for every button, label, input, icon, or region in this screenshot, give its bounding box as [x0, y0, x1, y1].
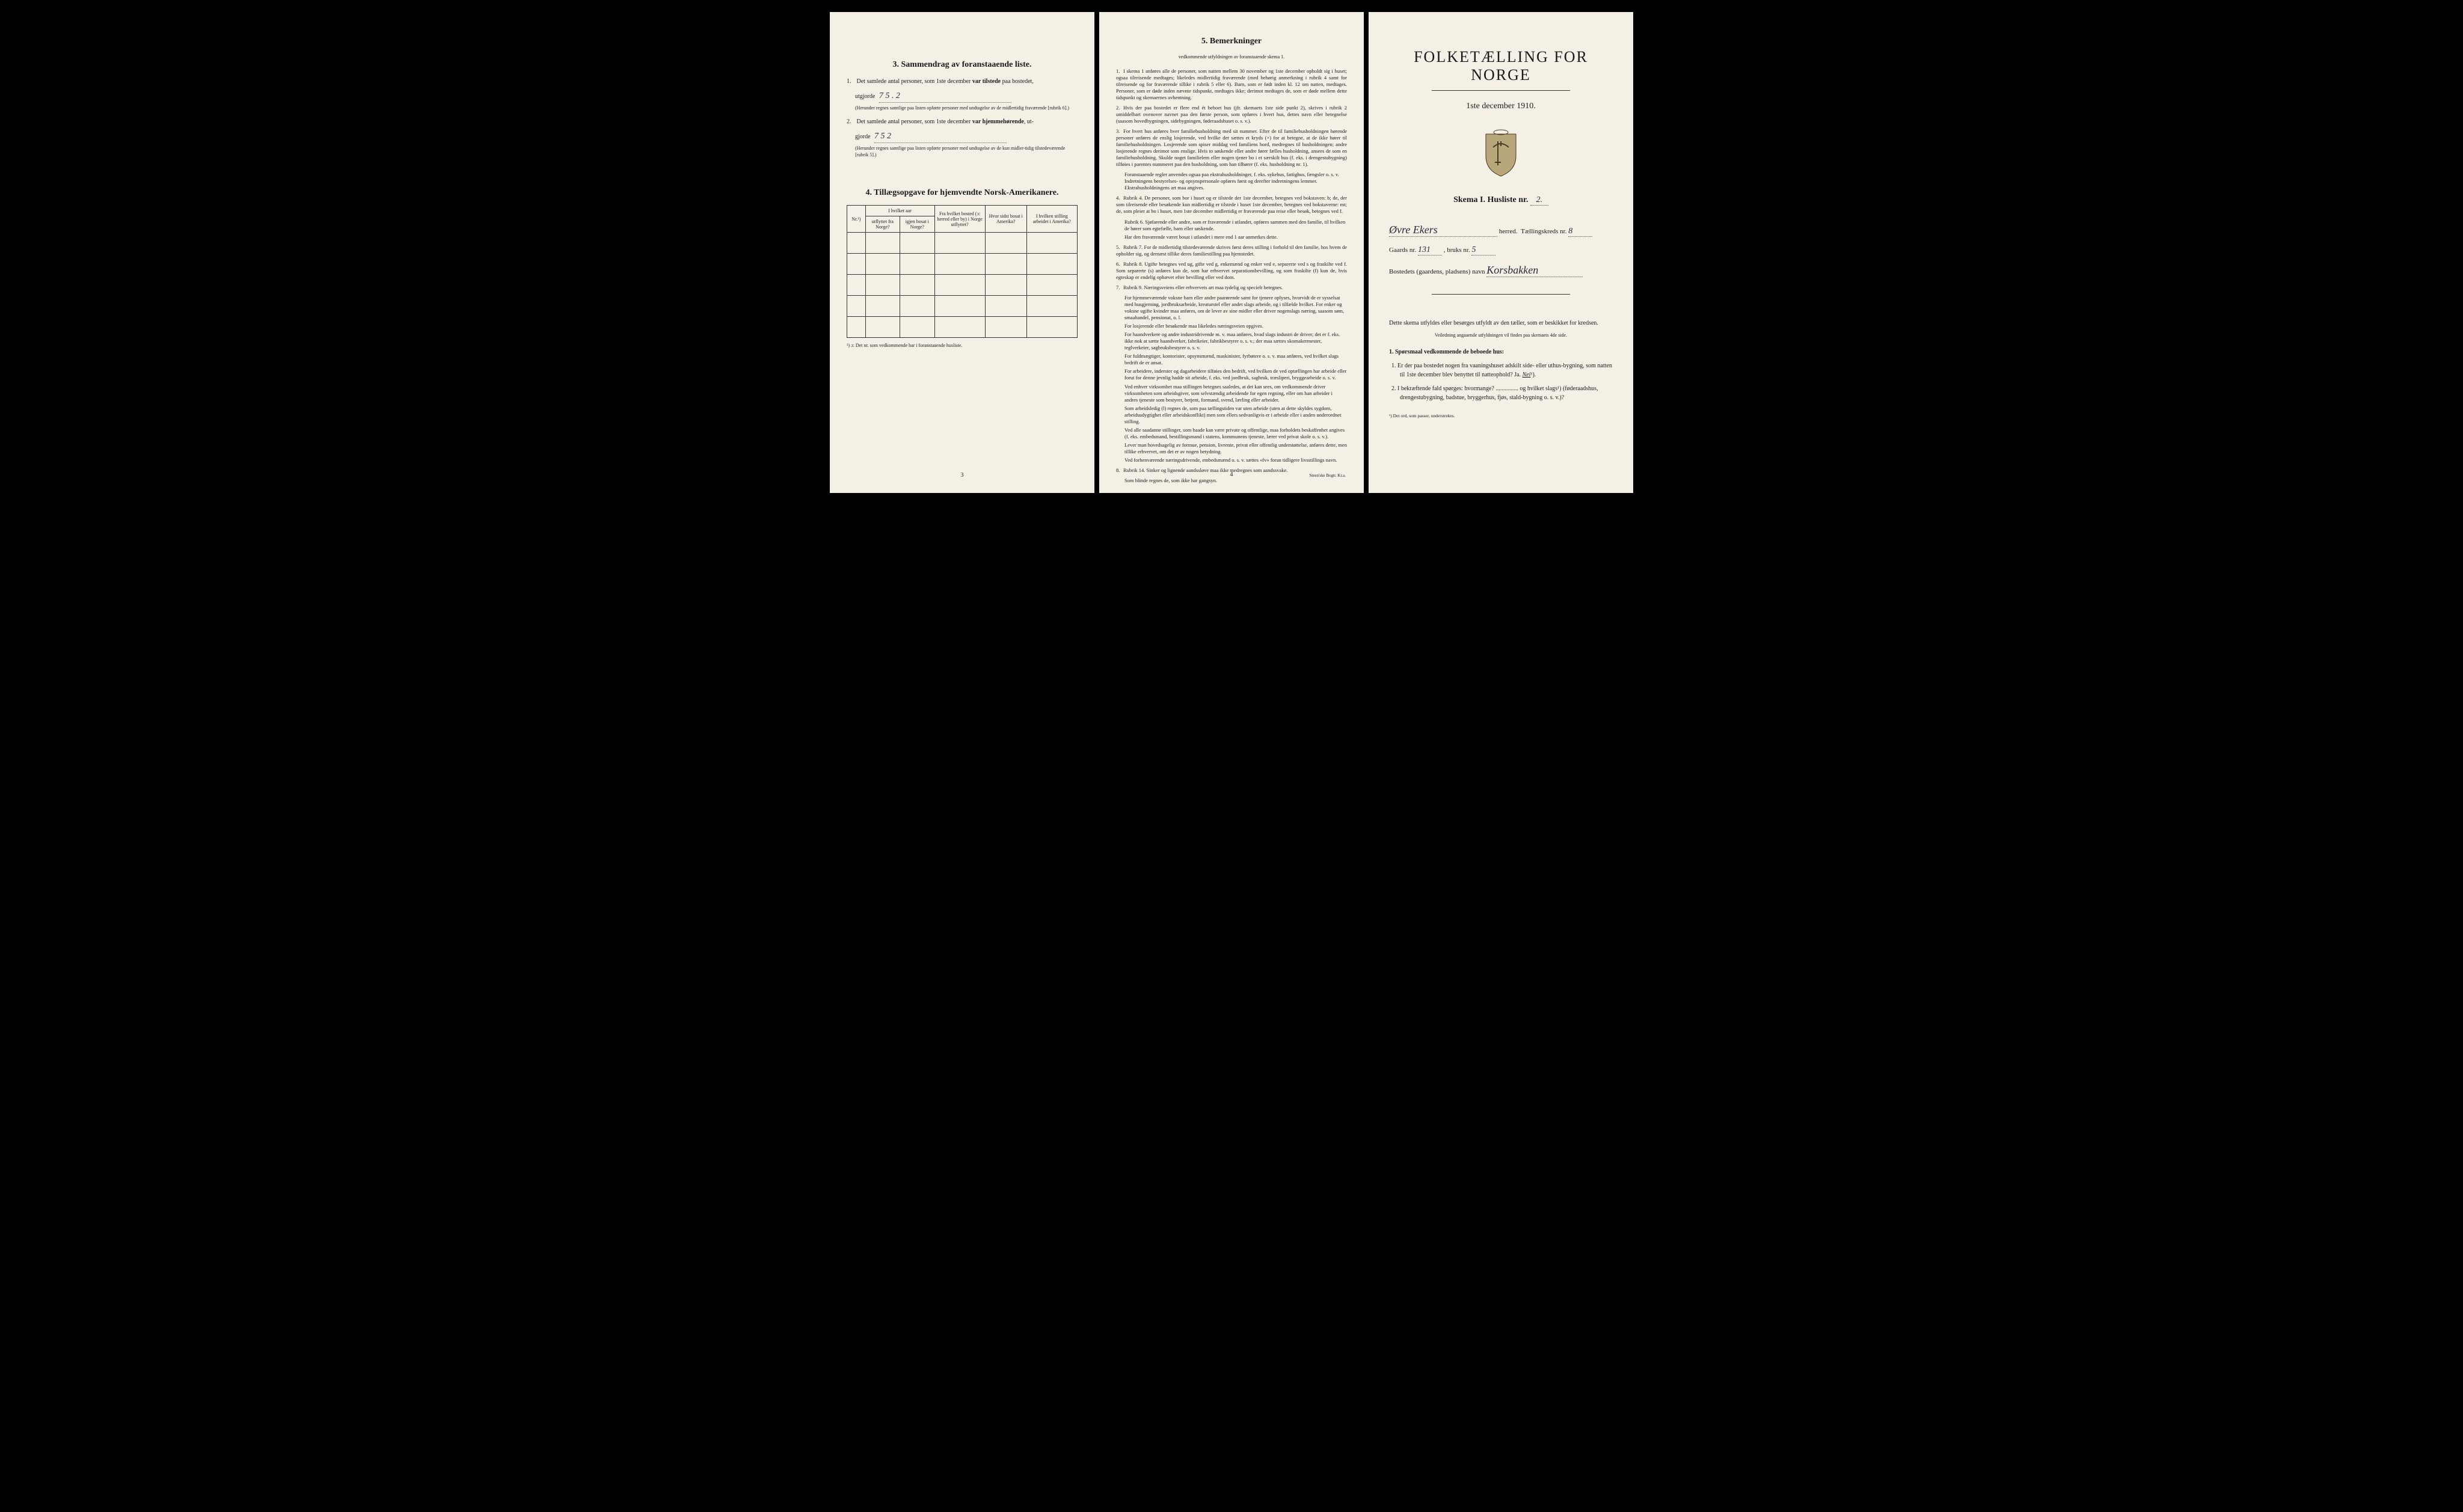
remark-para: Rubrik 6. Sjøfarende eller andre, som er… [1124, 219, 1347, 232]
herred-value: Øvre Ekers [1389, 224, 1438, 236]
subtitle: 1ste december 1910. [1385, 102, 1616, 111]
page-3-sammendrag: 3. Sammendrag av foranstaaende liste. 1.… [830, 12, 1094, 493]
gaards-label: Gaards nr. [1389, 246, 1416, 254]
item1-bold: var tilstede [972, 78, 1001, 85]
q-heading: 1. Spørsmaal vedkommende de beboede hus: [1389, 349, 1613, 355]
remark-para: Har den fraværende været bosat i utlande… [1124, 234, 1347, 240]
page-number: 3 [961, 472, 964, 479]
remark-para: For losjerende eller besøkende maa likel… [1124, 323, 1347, 329]
remark-item: 5.Rubrik 7. For de midlertidig tilstedev… [1116, 244, 1347, 257]
bosted-line: Bostedets (gaardens, pladsens) navn Kors… [1385, 264, 1616, 277]
item2-text-post: , ut- [1024, 118, 1034, 125]
table-row [847, 275, 1078, 296]
taellingskreds-nr: 8 [1568, 227, 1592, 237]
remark-item: 2.Hvis der paa bostedet er flere end ét … [1116, 105, 1347, 124]
item1-text-pre: Det samlede antal personer, som 1ste dec… [857, 78, 972, 85]
item-num: 1. [847, 77, 855, 86]
item2-text-pre: Det samlede antal personer, som 1ste dec… [857, 118, 972, 125]
table-row [847, 296, 1078, 317]
mid-divider [1432, 294, 1570, 295]
bruks-label: , bruks nr. [1444, 246, 1470, 254]
q1: 1. Er der paa bostedet nogen fra vaaning… [1400, 361, 1613, 379]
instruction-block: Dette skema utfyldes eller besørges utfy… [1385, 319, 1616, 402]
page-number: 4 [1230, 471, 1233, 479]
remark-item: 3.For hvert hus anføres hver familiehush… [1116, 128, 1347, 168]
remark-item: 1.I skema 1 anføres alle de personer, so… [1116, 68, 1347, 101]
taellingskreds-label: Tællingskreds nr. [1521, 228, 1566, 235]
remark-para: For arbeidere, inderster og dagarbeidere… [1124, 368, 1347, 381]
gaards-line: Gaards nr. 131 , bruks nr. 5 [1385, 245, 1616, 256]
page-1-title: FOLKETÆLLING FOR NORGE 1ste december 191… [1369, 12, 1633, 493]
remark-para: For haandverkere og andre industridriven… [1124, 331, 1347, 351]
col-igjen: igjen bosat i Norge? [900, 216, 934, 233]
remark-para: Som arbeidsledig (l) regnes de, som paa … [1124, 405, 1347, 425]
bosted-label: Bostedets (gaardens, pladsens) navn [1389, 268, 1485, 275]
col-utflyttet: utflyttet fra Norge? [865, 216, 900, 233]
bosted-value: Korsbakken [1486, 264, 1538, 276]
item-1: 1. Det samlede antal personer, som 1ste … [847, 77, 1078, 111]
bruks-nr: 5 [1471, 245, 1495, 256]
utgjorde-label: utgjorde [855, 93, 875, 100]
remark-para: For hjemmeværende voksne barn eller andr… [1124, 295, 1347, 321]
item-num: 2. [847, 117, 855, 126]
table-row [847, 317, 1078, 338]
item2-bold: var hjemmehørende [972, 118, 1024, 125]
herred-label: herred. [1499, 228, 1518, 235]
remarks-container: 1.I skema 1 anføres alle de personer, so… [1116, 68, 1347, 485]
col-fra-bosted: Fra hvilket bosted (ɔ: herred eller by) … [934, 206, 985, 233]
title-divider [1432, 90, 1570, 91]
section3-heading: 3. Sammendrag av foranstaaende liste. [847, 60, 1078, 70]
col-nr: Nr.¹) [847, 206, 866, 233]
skema-label: Skema I. Husliste nr. [1453, 195, 1528, 204]
tillaeg-table: Nr.¹) I hvilket aar Fra hvilket bosted (… [847, 205, 1078, 338]
table-row [847, 254, 1078, 275]
instruction-small: Veiledning angaaende utfyldningen vil fi… [1389, 332, 1613, 338]
item1-value: 7 5 . 2 [879, 91, 900, 100]
instruction-lead: Dette skema utfyldes eller besørges utfy… [1389, 319, 1613, 328]
husliste-nr: 2. [1530, 195, 1548, 206]
q1-text: 1. Er der paa bostedet nogen fra vaaning… [1391, 363, 1612, 378]
skema-line: Skema I. Husliste nr. 2. [1385, 195, 1616, 206]
col-hvilket-aar: I hvilket aar [865, 206, 934, 216]
remark-para: Ved alle saadanne stillinger, som baade … [1124, 427, 1347, 440]
tillaeg-tbody [847, 233, 1078, 338]
col-stilling: I hvilken stilling arbeidet i Amerika? [1026, 206, 1077, 233]
item1-text-post: paa bostedet, [1001, 78, 1034, 85]
remark-para: Lever man hovedsagelig av formue, pensio… [1124, 442, 1347, 455]
page-4-bemerkninger: 5. Bemerkninger vedkommende utfyldningen… [1099, 12, 1364, 493]
gaards-nr: 131 [1418, 245, 1442, 256]
remark-item: 4.Rubrik 4. De personer, som bor i huset… [1116, 195, 1347, 215]
page3-footnote: ¹) Det ord, som passer, understrekes. [1385, 413, 1616, 418]
col-hvor-sidst: Hvor sidst bosat i Amerika? [985, 206, 1026, 233]
herred-line: Øvre Ekers herred. Tællingskreds nr. 8 [1385, 224, 1616, 237]
item2-value: 7 5 2 [874, 132, 891, 141]
main-title: FOLKETÆLLING FOR NORGE [1385, 48, 1616, 84]
table-footnote: ¹) ɔ: Det nr. som vedkommende har i fora… [847, 343, 1078, 348]
section4-heading: 4. Tillægsopgave for hjemvendte Norsk-Am… [847, 188, 1078, 198]
item2-note: (Herunder regnes samtlige paa listen opf… [855, 145, 1078, 158]
remark-para: Ved forhenværende næringsdrivende, embed… [1124, 457, 1347, 464]
remark-para: Foranstaaende regler anvendes ogsaa paa … [1124, 171, 1347, 191]
q1-sup: ¹). [1530, 372, 1536, 378]
coat-of-arms-icon [1480, 129, 1522, 177]
remark-item: 6.Rubrik 8. Ugifte betegnes ved ug, gift… [1116, 261, 1347, 281]
printer-mark: Steen'ske Bogtr. Kr.a. [1309, 473, 1346, 479]
remark-item: 7.Rubrik 9. Næringsveiens eller erhverve… [1116, 284, 1347, 291]
remark-para: Ved enhver virksomhet maa stillingen bet… [1124, 384, 1347, 403]
section5-subheading: vedkommende utfyldningen av foranstaaend… [1116, 54, 1347, 60]
remark-para: For fuldmægtiger, kontorister, opsynsmæn… [1124, 353, 1347, 366]
q1-answer: Nei [1523, 372, 1531, 378]
table-row [847, 233, 1078, 254]
gjorde-label: gjorde [855, 133, 871, 140]
q2: 2. I bekræftende fald spørges: hvormange… [1400, 384, 1613, 402]
section5-heading: 5. Bemerkninger [1116, 36, 1347, 47]
item1-note: (Herunder regnes samtlige paa listen opf… [855, 105, 1078, 111]
item-2: 2. Det samlede antal personer, som 1ste … [847, 117, 1078, 158]
